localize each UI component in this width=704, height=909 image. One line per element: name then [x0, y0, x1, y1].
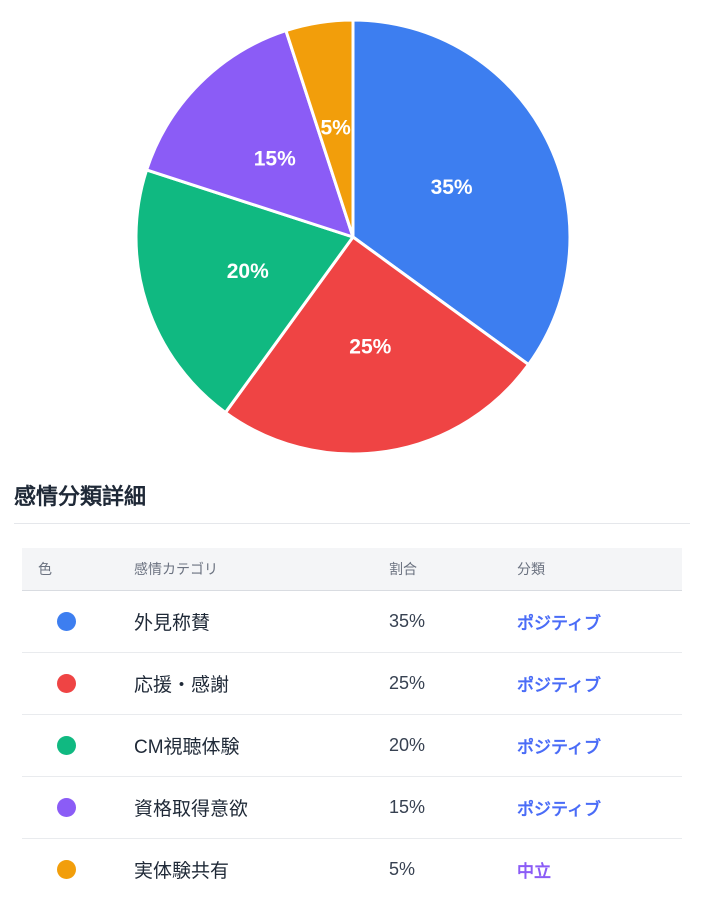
table-header-row: 色 感情カテゴリ 割合 分類 — [22, 548, 682, 592]
title-divider — [14, 523, 690, 525]
color-dot — [57, 674, 76, 694]
category-cell: 資格取得意欲 — [134, 799, 249, 821]
table-row: 実体験共有 5% 中立 — [22, 839, 682, 901]
color-dot — [57, 860, 76, 880]
color-dot — [57, 736, 76, 756]
category-cell: 外見称賛 — [134, 613, 211, 635]
classification-cell: ポジティブ — [517, 614, 601, 634]
pie-slice-5[interactable] — [284, 18, 355, 239]
category-cell: 応援・感謝 — [134, 675, 230, 697]
percent-cell: 35% — [389, 611, 426, 632]
header-percent: 割合 — [389, 561, 417, 578]
table-row: 資格取得意欲 15% ポジティブ — [22, 777, 682, 840]
category-cell: CM視聴体験 — [134, 737, 240, 759]
pie-chart-svg[interactable]: 35% 25% 20% 15% 5% — [0, 0, 704, 470]
color-dot — [57, 612, 76, 632]
percent-cell: 20% — [389, 735, 426, 756]
table-row: CM視聴体験 20% ポジティブ — [22, 715, 682, 778]
header-category: 感情カテゴリ — [134, 561, 218, 578]
color-dot — [57, 798, 76, 818]
pie-slice-3[interactable] — [134, 168, 355, 415]
pie-slice-2[interactable] — [223, 235, 531, 456]
pie-slice-1[interactable] — [351, 18, 572, 367]
table-row: 外見称賛 35% ポジティブ — [22, 591, 682, 654]
table-row: 応援・感謝 25% ポジティブ — [22, 653, 682, 716]
sentiment-table: 色 感情カテゴリ 割合 分類 外見称賛 35% ポジティブ 応援・感謝 25% … — [22, 548, 682, 901]
classification-cell: ポジティブ — [517, 800, 601, 820]
pie-slice-label: 15% — [254, 148, 296, 171]
classification-cell: 中立 — [517, 862, 551, 882]
percent-cell: 5% — [389, 859, 416, 880]
sentiment-pie-chart: 35% 25% 20% 15% 5% — [0, 0, 704, 470]
percent-cell: 15% — [389, 797, 426, 818]
header-color: 色 — [38, 561, 52, 578]
pie-slice-label: 35% — [431, 176, 473, 199]
pie-slice-label: 5% — [321, 117, 352, 140]
percent-cell: 25% — [389, 673, 426, 694]
category-cell: 実体験共有 — [134, 861, 230, 883]
pie-slice-label: 25% — [349, 335, 391, 358]
classification-cell: ポジティブ — [517, 738, 601, 758]
classification-cell: ポジティブ — [517, 676, 601, 696]
header-classification: 分類 — [517, 561, 545, 578]
section-title: 感情分類詳細 — [14, 484, 147, 509]
details-section: 感情分類詳細 色 感情カテゴリ 割合 分類 外見称賛 35% ポジティブ 応援・… — [0, 484, 704, 901]
pie-slice-label: 20% — [227, 260, 269, 283]
